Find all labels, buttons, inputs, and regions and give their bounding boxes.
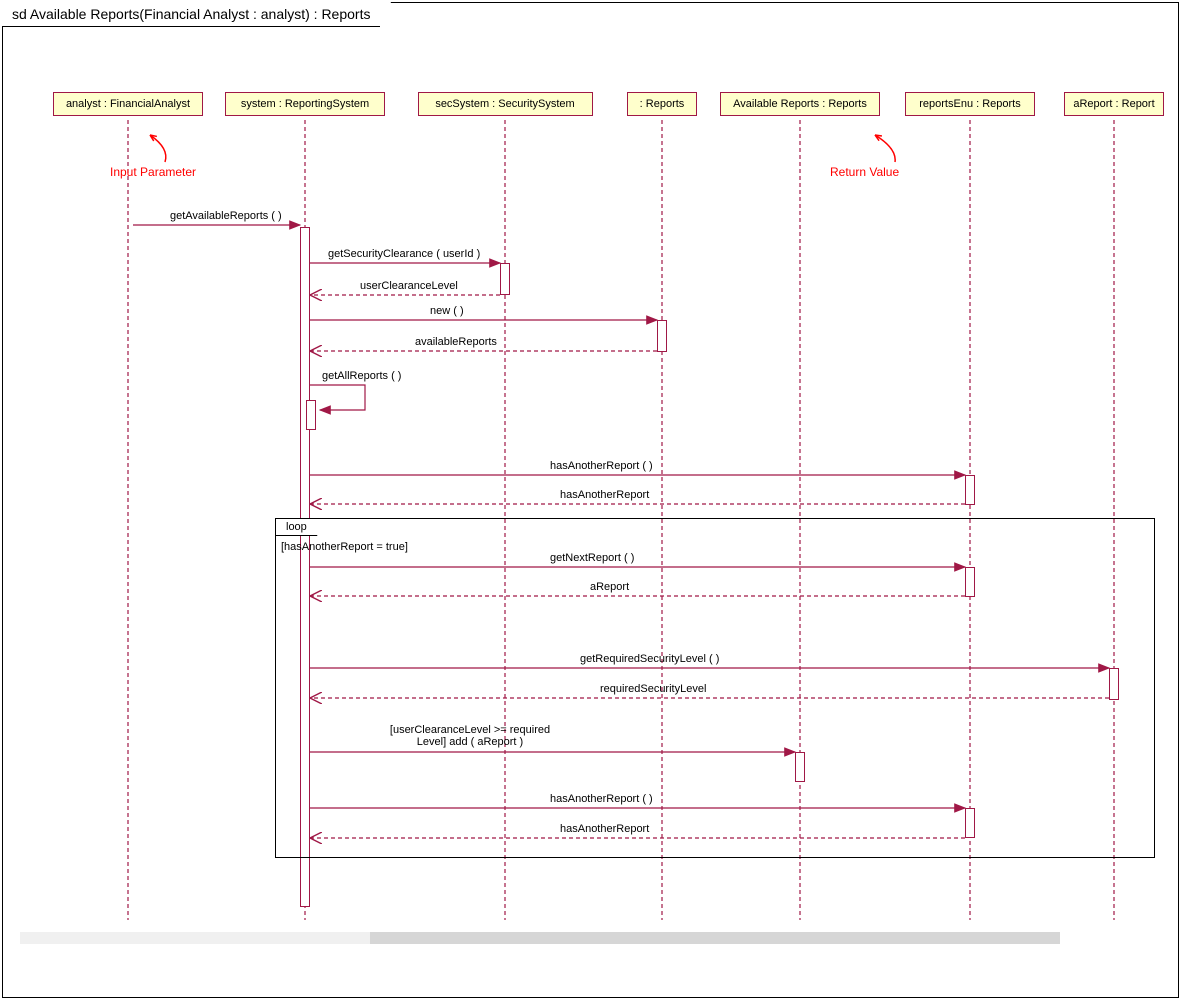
activation-bar	[500, 263, 510, 295]
loop-label: loop	[286, 521, 307, 533]
loop-tab: loop	[276, 519, 318, 536]
lifeline-head-reports: : Reports	[627, 92, 697, 116]
message-label: getAvailableReports ( )	[170, 210, 282, 222]
diagram-title-tab: sd Available Reports(Financial Analyst :…	[2, 2, 381, 27]
activation-bar	[657, 320, 667, 352]
activation-bar	[306, 400, 316, 430]
message-label: hasAnotherReport ( )	[550, 460, 653, 472]
lifeline-head-aReport: aReport : Report	[1064, 92, 1164, 116]
activation-bar	[965, 475, 975, 505]
diagram-title: sd Available Reports(Financial Analyst :…	[12, 6, 370, 22]
message-label: availableReports	[415, 336, 497, 348]
loop-fragment: loop [hasAnotherReport = true]	[275, 518, 1155, 858]
lifeline-head-enu: reportsEnu : Reports	[905, 92, 1035, 116]
annotation-text: Return Value	[830, 165, 899, 179]
lifeline-head-analyst: analyst : FinancialAnalyst	[53, 92, 203, 116]
lifeline-head-system: system : ReportingSystem	[225, 92, 385, 116]
annotation-text: Input Parameter	[110, 165, 196, 179]
message-label: getAllReports ( )	[322, 370, 401, 382]
message-label: userClearanceLevel	[360, 280, 458, 292]
lifeline-head-avail: Available Reports : Reports	[720, 92, 880, 116]
horizontal-scrollbar-thumb[interactable]	[370, 932, 1060, 944]
sequence-diagram: sd Available Reports(Financial Analyst :…	[0, 0, 1200, 1000]
message-label: hasAnotherReport	[560, 489, 649, 501]
message-label: new ( )	[430, 305, 464, 317]
loop-guard: [hasAnotherReport = true]	[281, 541, 408, 553]
message-label: getSecurityClearance ( userId )	[328, 248, 480, 260]
lifeline-head-secSystem: secSystem : SecuritySystem	[418, 92, 593, 116]
